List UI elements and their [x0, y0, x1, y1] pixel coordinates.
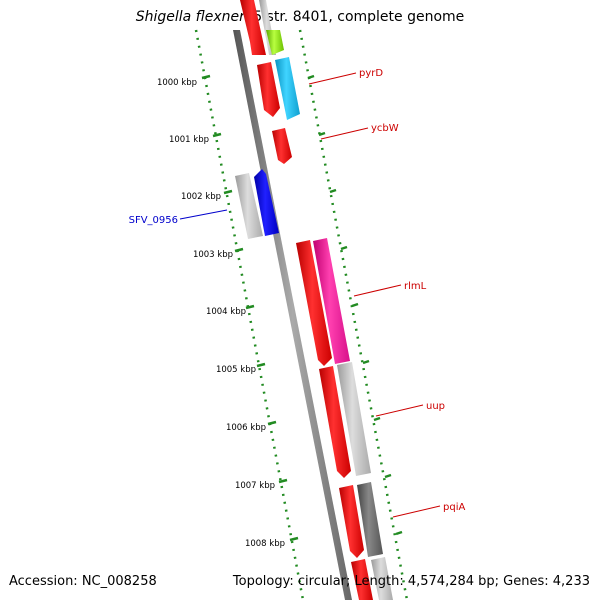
scale-ruler-outer	[298, 29, 409, 600]
gene-feature-red[interactable]	[351, 559, 373, 600]
gene-label-pyrD[interactable]: pyrD	[359, 68, 383, 79]
gene-feature-red[interactable]	[319, 366, 351, 478]
scale-tick	[362, 359, 370, 365]
gene-feature-red[interactable]	[257, 62, 280, 117]
organism-name: Shigella flexneri	[135, 9, 249, 25]
gene-label-uup[interactable]: uup	[426, 401, 445, 412]
strain-description: 5 str. 8401, complete genome	[248, 9, 465, 25]
gene-feature-red[interactable]	[296, 240, 332, 366]
scale-tick	[267, 420, 277, 426]
scale-tick	[318, 131, 326, 137]
scale-tick	[245, 304, 255, 310]
gene-label-SFV_0956[interactable]: SFV_0956	[129, 215, 178, 226]
gene-feature-gray[interactable]	[235, 173, 263, 239]
scale-label-1004: 1004 kbp	[206, 307, 246, 317]
scale-ticks	[201, 74, 403, 542]
gene-label-lines	[179, 72, 441, 518]
scale-tick	[329, 188, 337, 194]
scale-tick	[307, 74, 315, 80]
gene-feature-green[interactable]	[266, 30, 284, 55]
scale-tick	[201, 74, 211, 80]
scale-label-1007: 1007 kbp	[235, 481, 275, 491]
accession-text: Accession: NC_008258	[9, 574, 157, 589]
scale-tick	[289, 536, 299, 542]
scale-label-1002: 1002 kbp	[181, 192, 221, 202]
leader-ycbW	[320, 127, 369, 140]
gene-feature-magenta[interactable]	[313, 238, 350, 364]
gene-label-ycbW[interactable]: ycbW	[371, 123, 399, 134]
scale-tick	[373, 416, 381, 422]
scale-label-1001: 1001 kbp	[169, 135, 209, 145]
map-title: Shigella flexneri 5 str. 8401, complete …	[0, 9, 600, 25]
gene-feature-red[interactable]	[339, 485, 364, 558]
scale-tick	[223, 189, 233, 195]
scale-tick	[234, 247, 244, 253]
leader-pyrD	[308, 72, 357, 85]
gene-feature-red[interactable]	[272, 128, 292, 164]
scale-tick	[256, 362, 266, 368]
leader-SFV_0956	[179, 209, 228, 220]
scale-tick	[212, 132, 222, 138]
scale-tick	[351, 302, 359, 308]
gene-labels: pyrD ycbW SFV_0956 rlmL uup pqiA	[129, 68, 466, 513]
gene-feature-cyan[interactable]	[275, 57, 300, 120]
leader-uup	[375, 404, 424, 417]
gene-feature-gray[interactable]	[337, 362, 371, 476]
scale-tick	[278, 478, 288, 484]
scale-label-1000: 1000 kbp	[157, 78, 197, 88]
gene-feature-gray[interactable]	[371, 557, 393, 600]
gene-features	[235, 0, 393, 600]
scale-tick	[395, 530, 403, 536]
scale-ruler	[194, 29, 305, 600]
scale-label-1003: 1003 kbp	[193, 250, 233, 260]
gene-label-pqiA[interactable]: pqiA	[443, 502, 465, 513]
scale-label-1005: 1005 kbp	[216, 365, 256, 375]
scale-label-1008: 1008 kbp	[245, 539, 285, 549]
gene-feature-darkgray[interactable]	[357, 482, 383, 557]
scale-labels: 1000 kbp 1001 kbp 1002 kbp 1003 kbp 1004…	[157, 78, 285, 549]
scale-tick	[384, 473, 392, 479]
genome-summary-text: Topology: circular; Length: 4,574,284 bp…	[232, 574, 590, 589]
gene-label-rlmL[interactable]: rlmL	[404, 281, 427, 292]
leader-pqiA	[392, 505, 441, 518]
leader-rlmL	[353, 284, 402, 297]
scale-label-1006: 1006 kbp	[226, 423, 266, 433]
gene-feature-blue[interactable]	[254, 169, 279, 236]
scale-tick	[340, 245, 348, 251]
gene-feature-red[interactable]	[240, 0, 266, 55]
